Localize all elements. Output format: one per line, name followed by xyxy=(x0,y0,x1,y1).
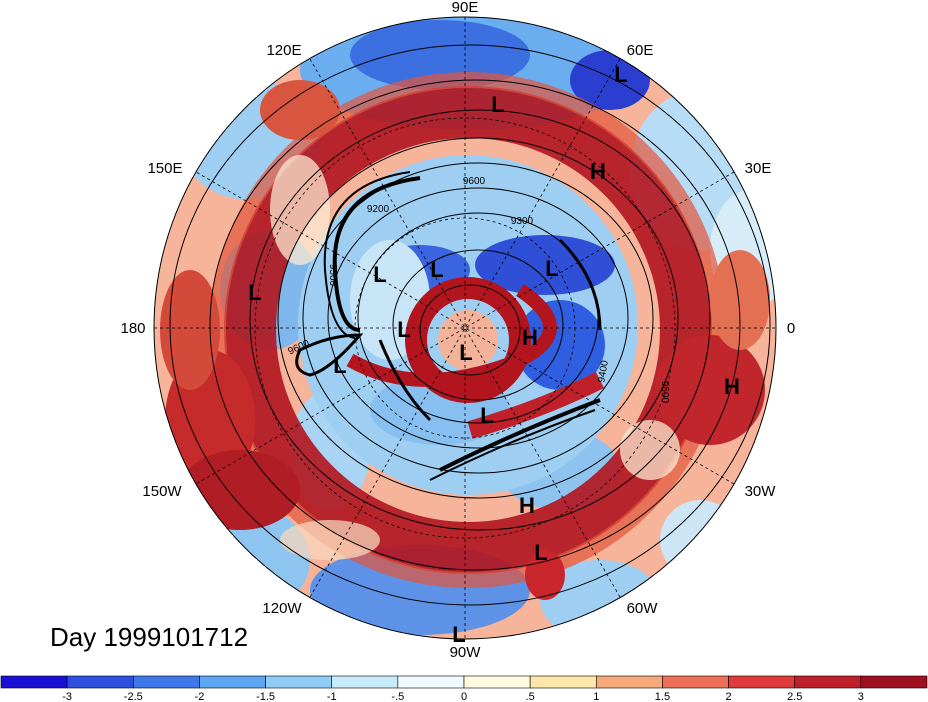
contour-labels: 9300 9200 9600 9500 9600 9400 9600 xyxy=(287,176,670,404)
low-marker: L xyxy=(534,540,547,565)
anomaly-field xyxy=(154,17,776,639)
colorbar-label: .5 xyxy=(526,691,535,702)
colorbar-label: 2.5 xyxy=(787,691,802,702)
contour-label: 9600 xyxy=(659,381,670,404)
low-marker: L xyxy=(491,92,504,117)
colorbar: -3 -2.5 -2 -1.5 -1 -.5 0 .5 1 1.5 2 2.5 3 xyxy=(0,675,928,702)
high-marker: H xyxy=(522,325,538,350)
colorbar-label: -2 xyxy=(195,691,205,702)
low-marker: L xyxy=(333,353,346,378)
low-marker: L xyxy=(452,622,465,647)
contour-label: 9600 xyxy=(463,176,486,187)
colorbar-swatch xyxy=(0,675,68,689)
low-marker: L xyxy=(545,256,558,281)
colorbar-swatch xyxy=(397,675,465,689)
colorbar-swatch xyxy=(662,675,729,689)
colorbar-label: 1.5 xyxy=(655,691,670,702)
colorbar-swatch xyxy=(331,675,399,689)
low-marker: L xyxy=(459,340,472,365)
colorbar-swatch xyxy=(529,675,597,689)
colorbar-label: 2 xyxy=(726,691,732,702)
colorbar-label: 3 xyxy=(858,691,864,702)
low-marker: L xyxy=(614,62,627,87)
contour-label: 9200 xyxy=(367,204,390,215)
neutral-regions xyxy=(270,155,680,560)
colorbar-label: -2.5 xyxy=(124,691,143,702)
high-marker: H xyxy=(724,374,740,399)
globe-outline xyxy=(153,16,777,640)
colorbar-label: 1 xyxy=(593,691,599,702)
colorbar-label: -.5 xyxy=(391,691,404,702)
colorbar-label: -3 xyxy=(62,691,72,702)
lon-label-180: 180 xyxy=(120,320,145,337)
day-label: Day 1999101712 xyxy=(50,622,248,652)
colorbar-swatch xyxy=(66,675,134,689)
low-marker: L xyxy=(430,257,443,282)
colorbar-label: 0 xyxy=(461,691,467,702)
low-marker: L xyxy=(373,262,386,287)
lon-label-120w: 120W xyxy=(262,600,302,617)
contour-label: 9300 xyxy=(511,216,534,227)
high-marker: H xyxy=(590,159,606,184)
lon-label-30e: 30E xyxy=(745,160,772,177)
lon-label-60e: 60E xyxy=(627,42,654,59)
colorbar-swatch xyxy=(860,675,928,689)
colorbar-label: -1.5 xyxy=(256,691,275,702)
low-marker: L xyxy=(397,317,410,342)
low-marker: L xyxy=(480,403,493,428)
contour-label: 9500 xyxy=(327,264,338,287)
colorbar-swatch xyxy=(595,675,663,689)
lon-label-120e: 120E xyxy=(266,42,301,59)
high-marker: H xyxy=(519,493,535,518)
colorbar-swatch xyxy=(132,675,200,689)
graticule xyxy=(154,17,776,639)
low-marker: L xyxy=(248,280,261,305)
colorbar-swatch xyxy=(265,675,333,689)
lon-label-90e: 90E xyxy=(452,0,479,16)
pressure-systems: L L H L L L L L H L L H H L L L xyxy=(248,62,740,647)
lon-label-30w: 30W xyxy=(745,483,777,500)
colorbar-swatch xyxy=(728,675,796,689)
colorbar-swatch xyxy=(199,675,266,689)
lon-label-90w: 90W xyxy=(450,644,482,661)
lon-label-150e: 150E xyxy=(147,160,182,177)
lon-label-60w: 60W xyxy=(627,600,659,617)
lon-label-150w: 150W xyxy=(142,483,182,500)
colorbar-swatch xyxy=(463,675,531,689)
lon-label-0: 0 xyxy=(787,320,795,337)
polar-cap-field xyxy=(298,155,638,495)
colorbar-label: -1 xyxy=(327,691,337,702)
longitude-labels: 90E 60E 30E 0 30W 60W 90W 120W 150W 180 … xyxy=(120,0,795,661)
contour-label: 9400 xyxy=(596,359,611,383)
colorbar-swatch xyxy=(794,675,862,689)
